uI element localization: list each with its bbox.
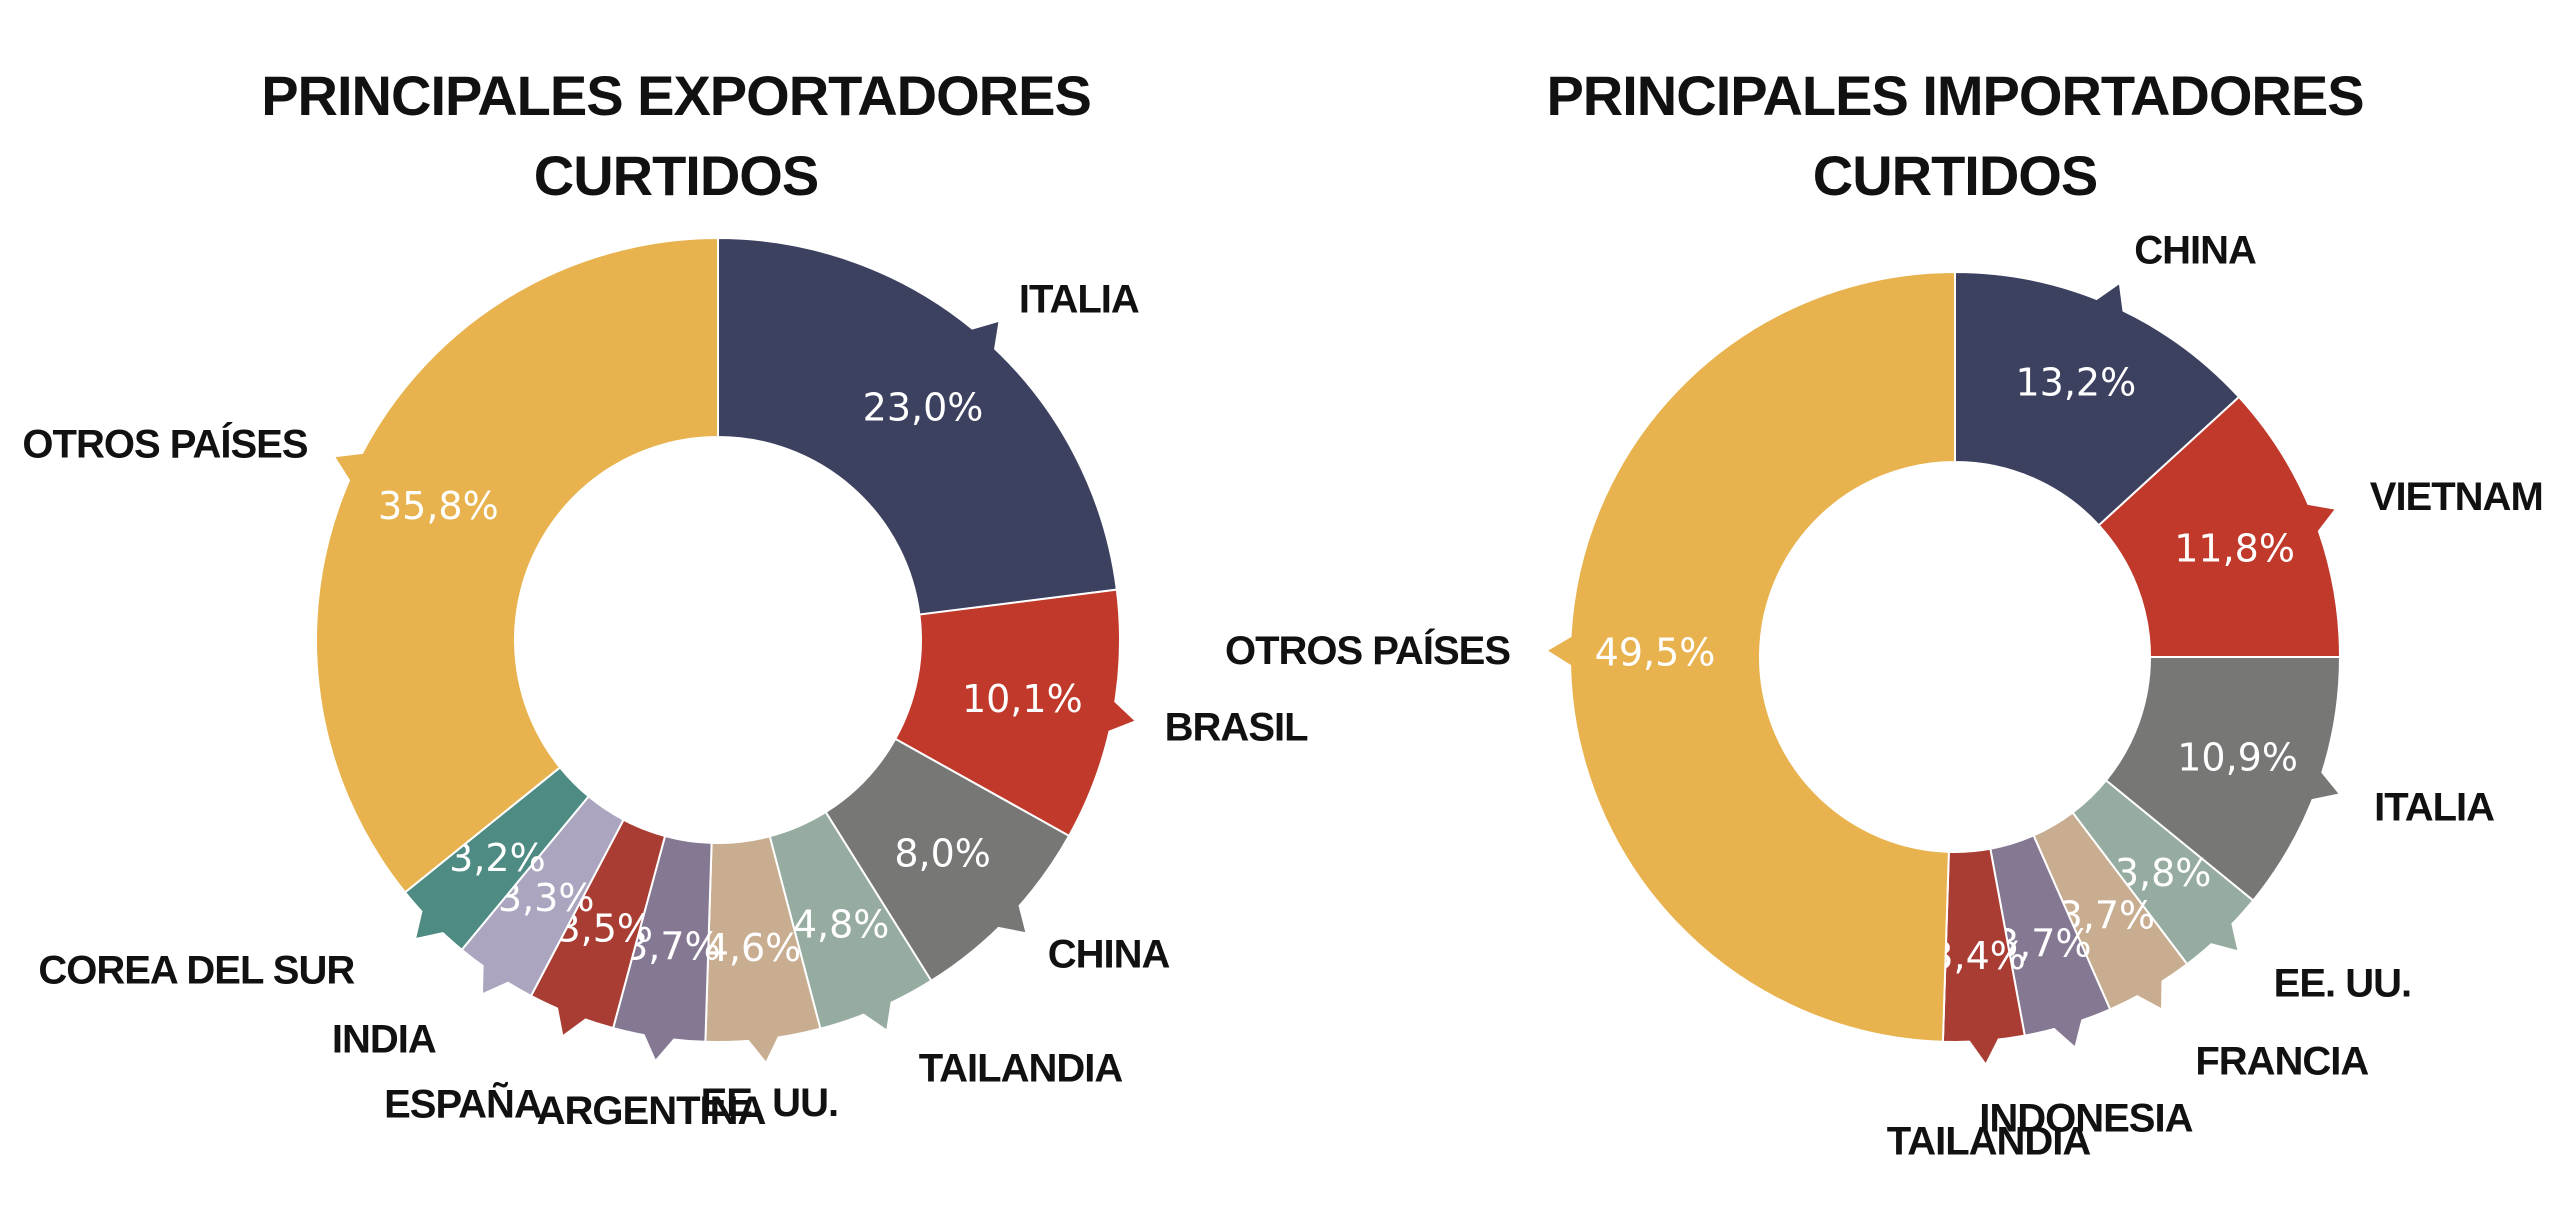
category-label-china: CHINA: [2134, 229, 2256, 273]
slice-pointer: [2136, 979, 2162, 1008]
category-label-china: CHINA: [1048, 933, 1170, 977]
slice-pointer: [416, 909, 445, 938]
category-label-españa: ESPAÑA: [384, 1081, 542, 1127]
slice-pointer: [1969, 1037, 1999, 1063]
category-label-brasil: BRASIL: [1165, 706, 1308, 750]
slice-pointer: [1548, 636, 1573, 666]
slice-pointer: [862, 1000, 891, 1030]
chart-1-title: PRINCIPALES EXPORTADORES: [261, 64, 1091, 127]
value-label-argentina: 3,7%: [624, 925, 721, 969]
category-label-argentina: ARGENTINA: [537, 1089, 766, 1133]
slice-pointer: [2306, 504, 2335, 533]
slice-pointer: [335, 453, 365, 482]
slice-italia: [717, 236, 1118, 616]
category-label-tailandia: TAILANDIA: [1887, 1120, 2091, 1164]
value-label-ee-uu: 4,6%: [705, 926, 802, 970]
category-label-tailandia: TAILANDIA: [919, 1047, 1123, 1091]
slice-pointer: [2209, 922, 2238, 951]
category-label-indonesia: INDONESIA: [1979, 1096, 2192, 1140]
value-label-tailandia: 4,8%: [793, 903, 890, 947]
slice-pointer: [482, 964, 510, 993]
slice-pointer: [747, 1035, 779, 1062]
slice-otros-países: [315, 236, 719, 894]
slice-italia: [2104, 656, 2342, 902]
category-label-francia: FRANCIA: [2195, 1040, 2368, 1084]
value-label-ee-uu: 3,8%: [2115, 851, 2212, 895]
slice-pointer: [997, 904, 1026, 933]
value-label-china: 13,2%: [2016, 360, 2137, 404]
chart-2-subtitle: CURTIDOS: [1813, 144, 2097, 207]
category-label-ee-uu: EE. UU.: [2274, 962, 2411, 1006]
slice-pointer: [1107, 701, 1135, 732]
category-label-otros-países: OTROS PAÍSES: [1225, 628, 1510, 673]
slice-pointer: [2095, 284, 2123, 313]
import-donut: 13,2% CHINA 11,8% VIETNAM 10,9% ITALIA 3,8% EE.…: [1225, 229, 2544, 1164]
slice-otros-países: [1569, 270, 1956, 1043]
value-label-otros-países: 49,5%: [1595, 630, 1716, 674]
slice-pointer: [557, 1006, 587, 1035]
category-label-otros-países: OTROS PAÍSES: [22, 422, 307, 467]
slice-pointer: [970, 321, 999, 351]
slice-vietnam: [2097, 395, 2342, 658]
value-label-china: 8,0%: [894, 832, 991, 876]
chart-2-title: PRINCIPALES IMPORTADORES: [1546, 64, 2363, 127]
value-label-brasil: 10,1%: [962, 677, 1083, 721]
category-label-italia: ITALIA: [2374, 785, 2494, 829]
slice-pointer: [644, 1033, 675, 1060]
export-donut: 23,0% ITALIA 10,1% BRASIL 8,0% CHINA 4,8% TAILA…: [22, 236, 1309, 1133]
value-label-otros-países: 35,8%: [378, 484, 499, 528]
category-label-ee-uu: EE. UU.: [701, 1081, 838, 1125]
category-label-vietnam: VIETNAM: [2370, 475, 2543, 519]
value-label-italia: 10,9%: [2177, 736, 2298, 780]
category-label-india: INDIA: [332, 1018, 436, 1062]
value-label-italia: 23,0%: [863, 385, 984, 429]
slice-pointer: [2310, 771, 2339, 800]
value-label-vietnam: 11,8%: [2174, 526, 2295, 570]
slice-brasil: [893, 588, 1121, 838]
category-label-corea-del-sur: COREA DEL SUR: [38, 949, 355, 993]
chart-1-subtitle: CURTIDOS: [534, 144, 818, 207]
category-label-italia: ITALIA: [1019, 278, 1139, 322]
slice-pointer: [2053, 1018, 2082, 1047]
